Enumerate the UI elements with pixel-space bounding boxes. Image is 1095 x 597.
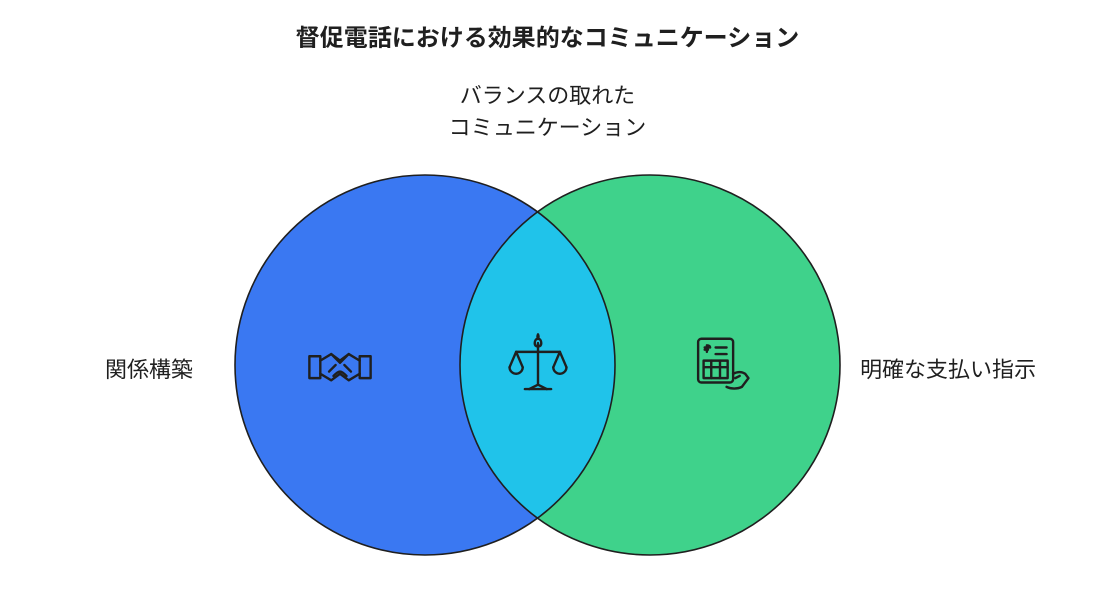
venn-svg — [0, 0, 1095, 597]
scales-icon — [503, 330, 573, 400]
venn-diagram: 督促電話における効果的なコミュニケーション バランスの取れた コミュニケーション… — [0, 0, 1095, 597]
handshake-icon — [305, 330, 375, 400]
invoice-icon — [685, 330, 755, 400]
left-label: 関係構築 — [105, 352, 193, 384]
right-label: 明確な支払い指示 — [860, 352, 1036, 384]
